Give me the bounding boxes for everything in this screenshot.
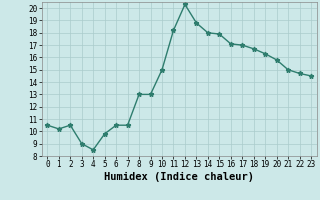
- X-axis label: Humidex (Indice chaleur): Humidex (Indice chaleur): [104, 172, 254, 182]
